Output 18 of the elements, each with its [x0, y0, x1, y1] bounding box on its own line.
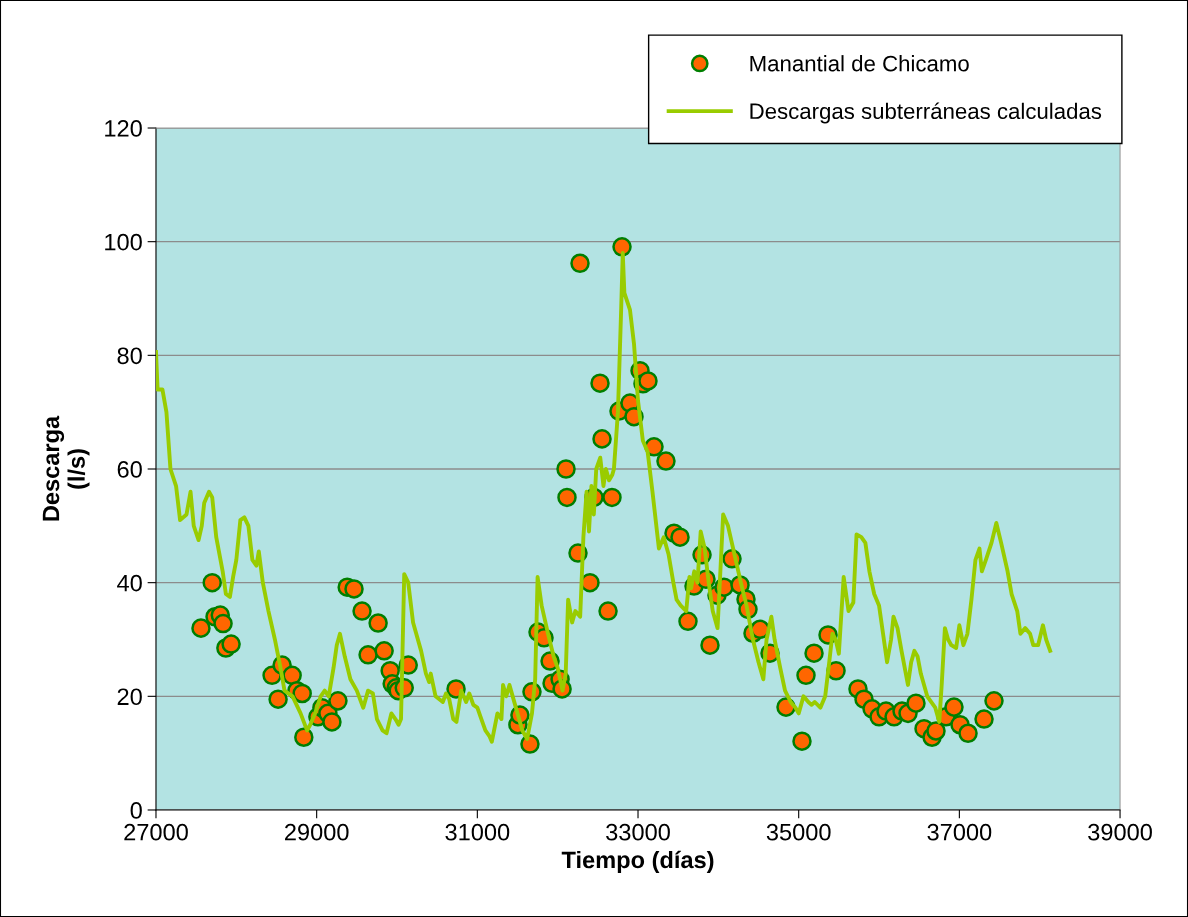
y-tick-label: 100	[105, 233, 142, 251]
y-tick-label: 120	[105, 120, 142, 137]
x-tick-label: 39000	[1088, 823, 1152, 841]
x-tick-label: 37000	[927, 823, 992, 841]
x-tick-label: 29000	[285, 823, 349, 841]
x-tick-label: 33000	[606, 823, 670, 841]
y-tick-label: 40	[117, 574, 142, 592]
y-tick-label: 80	[117, 347, 142, 365]
x-tick-label: 35000	[766, 823, 831, 841]
x-tick-label: 31000	[445, 823, 510, 841]
y-tick-label: 0	[130, 802, 142, 819]
y-axis-title: Descarga (l/s)	[42, 415, 90, 521]
x-tick-label: 27000	[124, 823, 188, 841]
legend-label: Manantial de Chicamo	[750, 55, 969, 72]
y-tick-label: 20	[117, 688, 142, 706]
y-tick-label: 60	[117, 461, 142, 478]
legend-label: Descargas subterráneas calculadas	[750, 102, 1102, 124]
x-axis-title: Tiempo (días)	[561, 850, 714, 873]
